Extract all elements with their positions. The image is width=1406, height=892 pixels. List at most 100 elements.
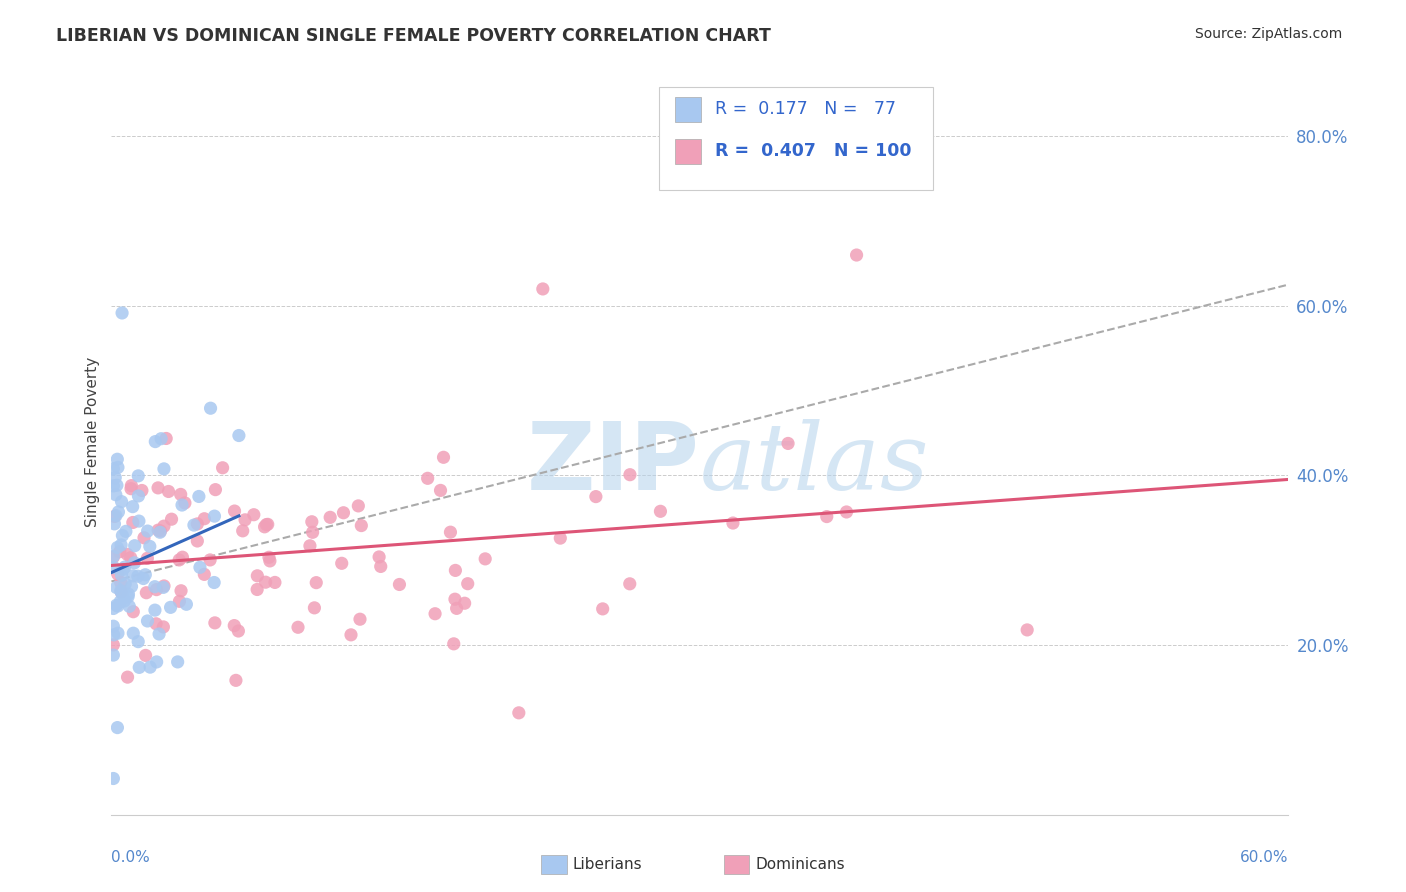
Point [204, 615, 226, 630]
Point [136, 551, 159, 566]
Point [103, 772, 125, 786]
Point [721, 516, 744, 530]
Point [122, 626, 145, 640]
Point [174, 496, 197, 510]
Point [254, 517, 277, 532]
Point [139, 660, 162, 674]
Point [211, 460, 233, 475]
Point [432, 450, 454, 465]
Point [107, 626, 129, 640]
Point [198, 553, 221, 567]
Point [132, 572, 155, 586]
Point [474, 552, 496, 566]
Point [350, 518, 373, 533]
Point [423, 607, 446, 621]
Point [193, 512, 215, 526]
Point [107, 721, 129, 735]
Point [111, 306, 134, 320]
Point [224, 504, 246, 518]
Point [619, 577, 641, 591]
Point [103, 648, 125, 662]
Point [143, 434, 166, 449]
Point [340, 628, 363, 642]
Point [186, 533, 208, 548]
Point [172, 550, 194, 565]
Text: ZIP: ZIP [527, 418, 700, 510]
Point [114, 560, 136, 574]
Point [388, 577, 411, 591]
Point [131, 483, 153, 498]
Text: Dominicans: Dominicans [755, 857, 845, 872]
Point [148, 627, 170, 641]
Point [815, 509, 838, 524]
Point [103, 601, 125, 615]
Text: R =  0.407   N = 100: R = 0.407 N = 100 [714, 143, 911, 161]
Point [187, 490, 209, 504]
Point [117, 590, 139, 604]
Point [132, 531, 155, 545]
Point [145, 582, 167, 597]
Point [550, 531, 572, 545]
Point [330, 557, 353, 571]
Point [111, 587, 134, 601]
Point [444, 563, 467, 577]
Point [153, 462, 176, 476]
Point [370, 559, 392, 574]
Point [254, 575, 277, 590]
Point [145, 655, 167, 669]
Text: 0.0%: 0.0% [111, 850, 150, 865]
Point [155, 432, 177, 446]
Point [368, 549, 391, 564]
Point [146, 481, 169, 495]
Point [114, 577, 136, 591]
Point [159, 600, 181, 615]
Point [110, 583, 132, 598]
Point [103, 550, 125, 565]
Point [136, 524, 159, 538]
Point [439, 525, 461, 540]
Point [153, 579, 176, 593]
Point [257, 550, 280, 565]
Point [120, 478, 142, 492]
Point [110, 585, 132, 599]
Point [304, 600, 326, 615]
Point [202, 575, 225, 590]
Point [149, 525, 172, 540]
Point [103, 628, 125, 642]
Point [183, 518, 205, 533]
Point [128, 660, 150, 674]
Point [157, 484, 180, 499]
Point [111, 562, 134, 576]
Point [776, 436, 799, 450]
Point [444, 592, 467, 607]
Point [233, 513, 256, 527]
Point [120, 550, 142, 565]
Point [103, 516, 125, 531]
Point [110, 568, 132, 582]
Point [124, 556, 146, 570]
Point [111, 528, 134, 542]
Point [103, 619, 125, 633]
Point [225, 673, 247, 688]
Point [228, 428, 250, 442]
Point [103, 509, 125, 524]
Point [115, 524, 138, 539]
Point [110, 594, 132, 608]
Point [122, 569, 145, 583]
Point [301, 515, 323, 529]
Point [619, 467, 641, 482]
Y-axis label: Single Female Poverty: Single Female Poverty [86, 357, 100, 526]
Point [103, 560, 125, 574]
Point [170, 583, 193, 598]
Point [298, 539, 321, 553]
Point [150, 432, 173, 446]
Point [105, 599, 128, 613]
Point [167, 553, 190, 567]
Point [305, 575, 328, 590]
Point [264, 575, 287, 590]
Point [186, 516, 208, 531]
Point [531, 282, 554, 296]
Point [508, 706, 530, 720]
Point [650, 504, 672, 518]
Point [446, 601, 468, 615]
